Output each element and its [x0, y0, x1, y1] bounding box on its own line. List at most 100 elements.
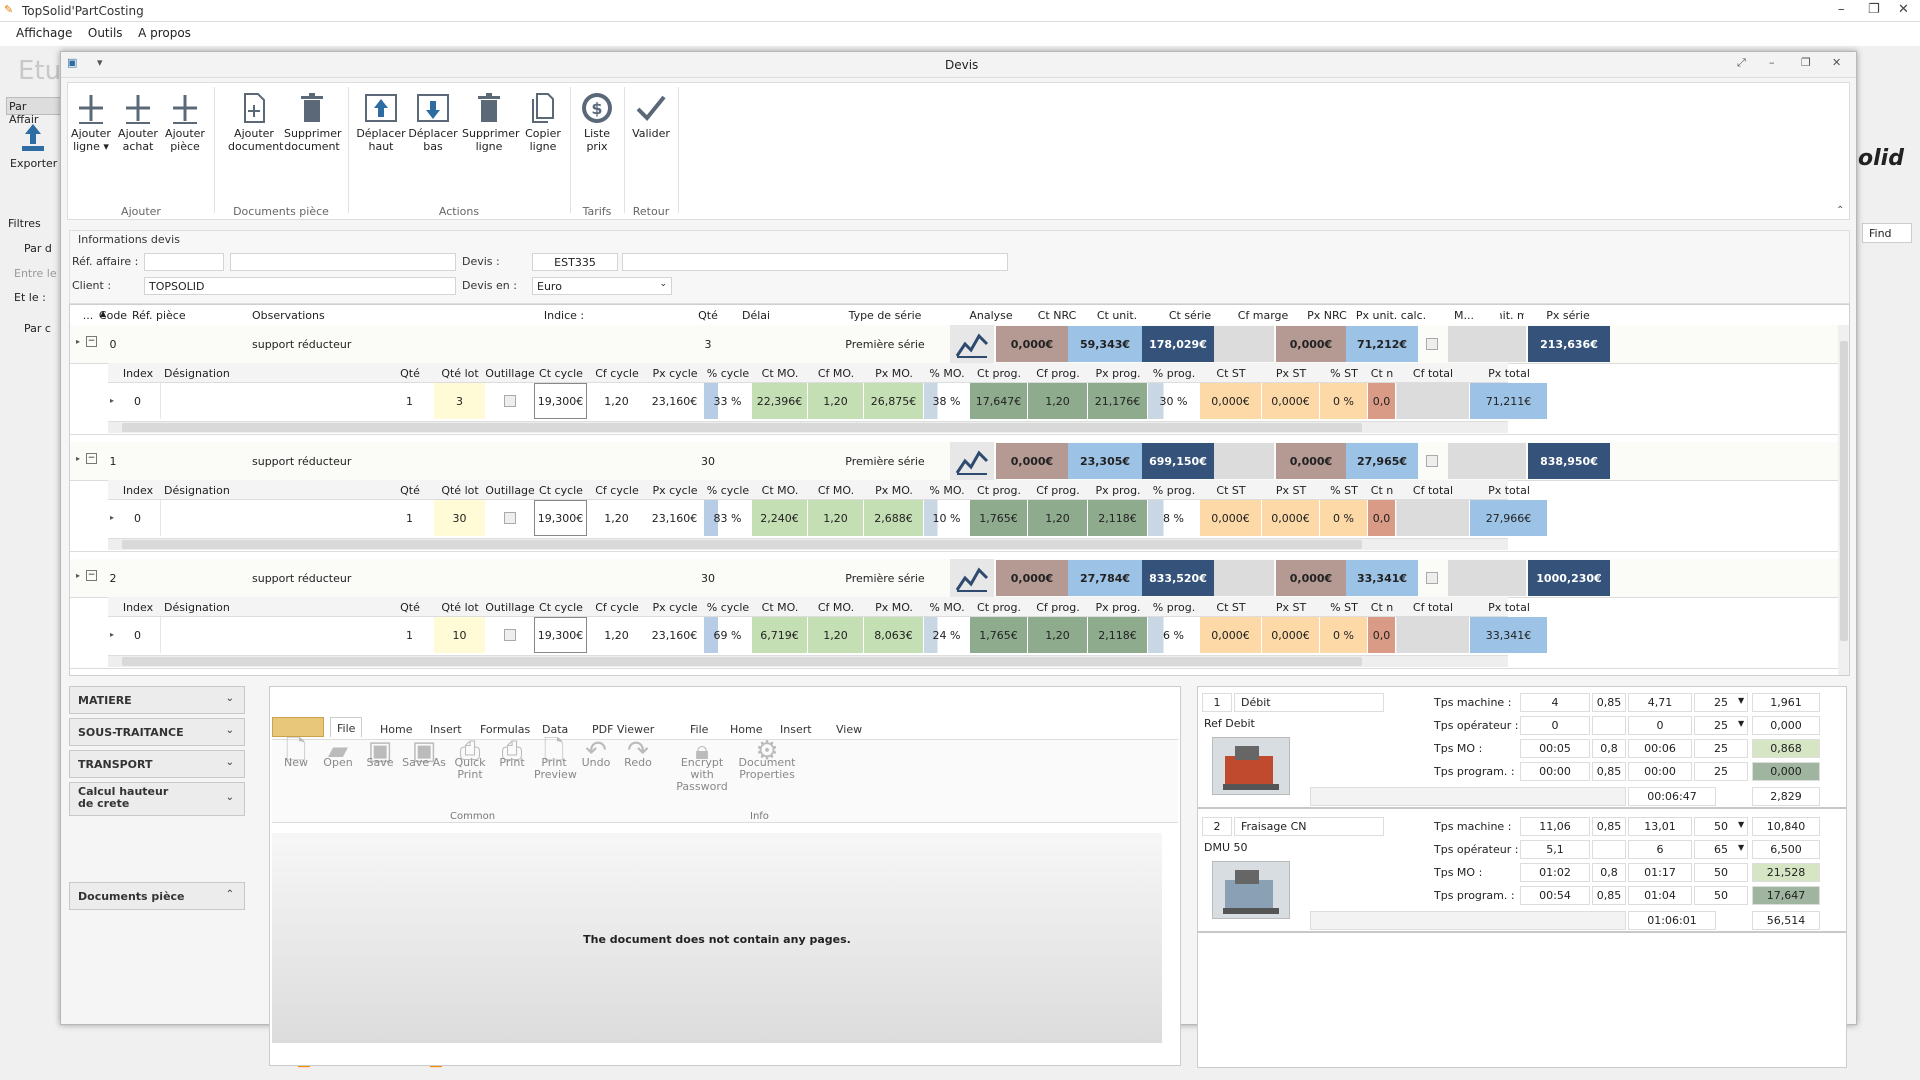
type-serie[interactable]: Première série: [845, 571, 925, 585]
quick-access-icon[interactable]: ▾: [97, 56, 103, 69]
manual-check[interactable]: [1420, 325, 1444, 363]
sub-px-total[interactable]: 71,211€: [1470, 383, 1547, 419]
sub-pct-prog[interactable]: 6 %: [1148, 617, 1199, 653]
copy-line-button[interactable]: Copier ligne: [520, 89, 566, 153]
sub-header-11[interactable]: Px MO.: [875, 600, 913, 614]
sub-cf-mo[interactable]: 1,20: [808, 500, 863, 536]
sub-header-8[interactable]: % cycle: [706, 600, 750, 614]
sub-px-total[interactable]: 27,966€: [1470, 500, 1547, 536]
sub-px-mo[interactable]: 2,688€: [864, 500, 923, 536]
find-button[interactable]: Find: [1862, 223, 1912, 243]
sub-ct-n[interactable]: 0,0: [1368, 617, 1395, 653]
pdf-saveas-button[interactable]: ▣ Save As: [402, 736, 446, 769]
time-value[interactable]: 0,85: [1592, 817, 1626, 836]
ct-unit-cell[interactable]: 59,343€: [1068, 326, 1142, 362]
sub-header-13[interactable]: Ct prog.: [977, 600, 1021, 614]
sub-header-17[interactable]: Ct ST: [1216, 600, 1246, 614]
sub-ct-st[interactable]: 0,000€: [1200, 617, 1261, 653]
operation-name[interactable]: Débit: [1234, 693, 1384, 712]
pdf-tab-home-2[interactable]: Home: [730, 723, 763, 736]
px-nrc-cell[interactable]: 0,000€: [1276, 443, 1346, 479]
empty-cell[interactable]: [1448, 443, 1526, 479]
sub-header-1[interactable]: Désignation: [164, 483, 230, 497]
time-value[interactable]: 4: [1520, 693, 1590, 712]
ref-piece[interactable]: support réducteur: [252, 454, 352, 468]
sub-header-13[interactable]: Ct prog.: [977, 483, 1021, 497]
collapse-icon[interactable]: −: [86, 336, 97, 347]
sub-ct-cycle[interactable]: 19,300€: [534, 500, 587, 536]
sub-header-4[interactable]: Outillage: [486, 600, 534, 614]
pdf-tab-file-2[interactable]: File: [690, 723, 709, 736]
sub-header-21[interactable]: Cf total: [1412, 600, 1454, 614]
sub-ct-mo[interactable]: 2,240€: [752, 500, 807, 536]
acc-transport[interactable]: TRANSPORT ⌄: [69, 750, 245, 778]
sub-header-2[interactable]: Qté: [400, 366, 420, 380]
sub-ct-prog[interactable]: 1,765€: [970, 617, 1027, 653]
acc-calcul-crete[interactable]: Calcul hauteur de crete ⌄: [69, 782, 245, 816]
sub-header-2[interactable]: Qté: [400, 600, 420, 614]
sub-ct-st[interactable]: 0,000€: [1200, 500, 1261, 536]
ct-serie-cell[interactable]: 833,520€: [1142, 560, 1214, 596]
row-scrollbar[interactable]: [108, 655, 1508, 667]
sub-header-12[interactable]: % MO.: [929, 600, 965, 614]
chevron-down-icon[interactable]: ▼: [1738, 843, 1745, 852]
sub-header-21[interactable]: Cf total: [1412, 483, 1454, 497]
row-qte[interactable]: 30: [701, 571, 715, 585]
sub-header-17[interactable]: Ct ST: [1216, 483, 1246, 497]
currency-select[interactable]: Euro ⌄: [532, 277, 672, 295]
sub-header-0[interactable]: Index: [122, 600, 154, 614]
grid-header-8[interactable]: Analyse: [969, 308, 1013, 322]
sub-px-prog[interactable]: 2,118€: [1088, 617, 1147, 653]
sub-header-6[interactable]: Cf cycle: [595, 600, 639, 614]
outillage-checkbox[interactable]: [486, 500, 533, 536]
sub-cf_total[interactable]: [1396, 617, 1469, 653]
sub-header-8[interactable]: % cycle: [706, 366, 750, 380]
sub-px-st[interactable]: 0,000€: [1262, 383, 1319, 419]
pdf-tab-file[interactable]: File: [330, 717, 363, 737]
grid-header-17[interactable]: Px série: [1546, 308, 1590, 322]
sub-header-12[interactable]: % MO.: [929, 483, 965, 497]
sub-px-prog[interactable]: 2,118€: [1088, 500, 1147, 536]
acc-matiere[interactable]: MATIERE ⌄: [69, 686, 245, 714]
sub-px-mo[interactable]: 26,875€: [864, 383, 923, 419]
delete-document-button[interactable]: Supprimer document: [284, 89, 342, 153]
chevron-down-icon[interactable]: ▼: [1738, 719, 1745, 728]
time-value[interactable]: 13,01: [1628, 817, 1692, 836]
sub-header-6[interactable]: Cf cycle: [595, 366, 639, 380]
sub-header-19[interactable]: % ST: [1330, 483, 1358, 497]
time-value[interactable]: 65: [1694, 840, 1748, 859]
chevron-down-icon[interactable]: ▼: [1738, 820, 1745, 829]
sub-header-5[interactable]: Ct cycle: [539, 366, 583, 380]
sub-qte[interactable]: 1: [386, 617, 433, 653]
sub-px-total[interactable]: 33,341€: [1470, 617, 1547, 653]
tab-par-affaire[interactable]: Par Affair: [6, 97, 62, 126]
sub-pct-st[interactable]: 0 %: [1320, 617, 1367, 653]
time-value[interactable]: 0,85: [1592, 886, 1626, 905]
time-value[interactable]: 0,85: [1592, 762, 1626, 781]
sub-header-8[interactable]: % cycle: [706, 483, 750, 497]
dialog-close-icon[interactable]: ✕: [1832, 56, 1842, 69]
pdf-tab-insert[interactable]: Insert: [430, 723, 462, 736]
time-value[interactable]: 25: [1694, 739, 1748, 758]
grid-header-14[interactable]: Px unit. calc.: [1355, 308, 1427, 322]
grid-header-9[interactable]: Ct NRC: [1037, 308, 1077, 322]
add-line-button[interactable]: Ajouter ligne ▾: [68, 89, 114, 153]
sub-cf-prog[interactable]: 1,20: [1028, 383, 1087, 419]
ct-nrc-cell[interactable]: 0,000€: [996, 326, 1068, 362]
sub-header-21[interactable]: Cf total: [1412, 366, 1454, 380]
sub-designation[interactable]: [160, 383, 385, 419]
ribbon-collapse-icon[interactable]: ⌃: [1836, 205, 1845, 216]
sub-pct-mo[interactable]: 38 %: [924, 383, 969, 419]
time-value[interactable]: 0,000: [1752, 762, 1820, 781]
sub-header-19[interactable]: % ST: [1330, 600, 1358, 614]
sub-header-6[interactable]: Cf cycle: [595, 483, 639, 497]
sub-header-3[interactable]: Qté lot: [441, 366, 479, 380]
pdf-redo-button[interactable]: ↷ Redo: [618, 738, 658, 769]
sub-header-3[interactable]: Qté lot: [441, 600, 479, 614]
sub-cf-mo[interactable]: 1,20: [808, 617, 863, 653]
checkbox[interactable]: [1426, 572, 1438, 584]
sub-header-16[interactable]: % prog.: [1152, 366, 1196, 380]
px-nrc-cell[interactable]: 0,000€: [1276, 560, 1346, 596]
sub-index[interactable]: 0: [116, 383, 159, 419]
grid-vscrollbar[interactable]: [1838, 325, 1849, 675]
